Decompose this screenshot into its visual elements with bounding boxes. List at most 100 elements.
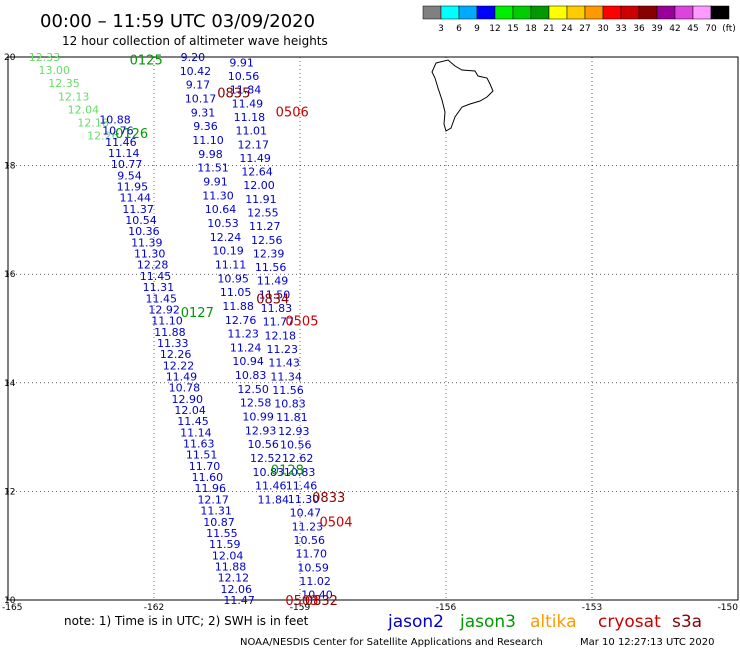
colorbar-swatch <box>440 5 460 20</box>
footer-note: note: 1) Time is in UTC; 2) SWH is in fe… <box>64 614 309 628</box>
legend-entry-jason3: jason3 <box>459 612 516 632</box>
wave-height-label: 12.18 <box>77 117 109 130</box>
wave-height-label: 10.76 <box>102 125 134 138</box>
wave-height-label: 12.35 <box>48 77 80 90</box>
track-layer: 12.3313.0012.3512.1312.0412.1812.2610.88… <box>29 51 333 607</box>
colorbar-swatch <box>476 5 496 20</box>
wave-height-label: 11.84 <box>230 84 262 97</box>
x-tick-label: -165 <box>2 603 22 613</box>
hawaii-island-outline <box>431 59 494 132</box>
wave-height-label: 11.34 <box>270 370 302 383</box>
wave-height-label: 11.55 <box>206 527 238 540</box>
y-tick-label: 12 <box>4 487 15 497</box>
wave-height-label: 10.83 <box>274 398 306 411</box>
pass-time-label: 0505 <box>285 314 318 329</box>
wave-height-label: 12.92 <box>148 303 180 316</box>
wave-height-label: 11.56 <box>255 261 287 274</box>
wave-height-label: 10.83 <box>252 466 284 479</box>
colorbar-swatch <box>494 5 514 20</box>
wave-height-label: 10.56 <box>247 438 279 451</box>
wave-height-label: 12.17 <box>237 138 269 151</box>
pass-time-label: 0504 <box>319 515 352 530</box>
wave-height-label: 11.51 <box>186 449 218 462</box>
colorbar-swatch <box>512 5 532 20</box>
colorbar-label: 15 <box>507 24 518 34</box>
wave-height-label: 11.02 <box>299 575 331 588</box>
wave-height-label: 11.18 <box>234 111 266 124</box>
colorbar-label: 3 <box>438 24 444 34</box>
time-label-layer: 0125 0126 0127 0128 0835 0506 0834 0505 0833 0504… <box>115 54 352 609</box>
wave-height-label: 12.76 <box>225 314 257 327</box>
wave-height-label: 12.55 <box>247 207 279 220</box>
wave-height-label: 10.56 <box>280 438 312 451</box>
pass-time-label: 0128 <box>271 464 304 479</box>
wave-height-label: 11.30 <box>134 248 166 261</box>
wave-height-label: 11.84 <box>257 494 289 507</box>
wave-height-label: 11.88 <box>222 300 254 313</box>
wave-height-label: 10.64 <box>205 203 237 216</box>
wave-height-label: 10.78 <box>169 382 201 395</box>
wave-height-label: 12.58 <box>240 397 272 410</box>
wave-height-label: 11.70 <box>189 460 221 473</box>
wave-height-label: 11.83 <box>261 302 293 315</box>
pass-time-label: 0833 <box>312 491 345 506</box>
colorbar-label: 9 <box>474 24 480 34</box>
wave-height-label: 10.42 <box>180 65 212 78</box>
wave-height-label: 11.23 <box>292 520 324 533</box>
wave-height-label: 11.49 <box>166 370 198 383</box>
wave-height-label: 12.06 <box>221 583 253 596</box>
legend-entry-cryosat: cryosat <box>598 612 661 632</box>
colorbar-swatch <box>602 5 622 20</box>
wave-height-label: 12.39 <box>253 247 285 260</box>
colorbar-label: 36 <box>633 24 645 34</box>
wave-height-label: 12.00 <box>243 179 275 192</box>
wave-height-label: 10.77 <box>111 158 143 171</box>
wave-height-label: 10.95 <box>217 272 249 285</box>
wave-height-label: 11.33 <box>157 337 189 350</box>
wave-height-label: 9.54 <box>117 169 142 182</box>
wave-height-label: 12.62 <box>282 452 314 465</box>
wave-height-label: 10.47 <box>290 507 322 520</box>
wave-height-label: 9.98 <box>198 148 223 161</box>
wave-height-label: 11.70 <box>295 548 327 561</box>
wave-height-label: 10.19 <box>212 245 244 258</box>
colorbar-swatch <box>674 5 694 20</box>
pass-time-label: 0127 <box>181 306 214 321</box>
y-tick-label: 20 <box>4 53 16 63</box>
wave-height-label: 12.26 <box>160 348 192 361</box>
footer-timestamp: Mar 10 12:27:13 UTC 2020 <box>580 637 715 648</box>
colorbar-swatch <box>710 5 730 20</box>
colorbar-label: 30 <box>597 24 609 34</box>
legend-entry-altika: altika <box>530 612 577 632</box>
colorbar-label: 18 <box>525 24 537 34</box>
wave-height-label: 11.63 <box>183 438 215 451</box>
wave-height-label: 11.47 <box>223 594 255 607</box>
wave-height-label: 11.91 <box>245 193 277 206</box>
wave-height-label: 9.31 <box>191 106 216 119</box>
x-tick-label: -150 <box>718 603 739 613</box>
wave-height-label: 12.04 <box>174 404 206 417</box>
colorbar-label: 45 <box>687 24 698 34</box>
x-tick-label: -153 <box>582 603 602 613</box>
x-tick-label: -162 <box>144 603 164 613</box>
wave-height-label: 12.24 <box>210 231 242 244</box>
pass-time-label: 0835 <box>217 86 250 101</box>
colorbar-swatch <box>638 5 658 20</box>
wave-height-label: 11.14 <box>108 147 140 160</box>
wave-height-label: 11.88 <box>215 560 247 573</box>
wave-height-label: 11.49 <box>239 152 271 165</box>
colorbar-label: 42 <box>669 24 680 34</box>
wave-height-label: 12.52 <box>250 452 282 465</box>
wave-height-label: 11.23 <box>227 328 259 341</box>
wave-height-label: 11.37 <box>122 203 154 216</box>
wave-height-label: 12.64 <box>241 166 273 179</box>
satellite-legend: jason2 jason3 altika cryosat s3a <box>387 612 702 632</box>
colorbar-label: (ft) <box>722 24 736 34</box>
pass-time-label: 0834 <box>256 293 289 308</box>
colorbar-swatch <box>566 5 586 20</box>
wave-height-label: 11.31 <box>143 281 175 294</box>
wave-height-label: 9.91 <box>203 175 228 188</box>
wave-height-label: 12.12 <box>218 572 250 585</box>
colorbar-label: 70 <box>705 24 717 34</box>
